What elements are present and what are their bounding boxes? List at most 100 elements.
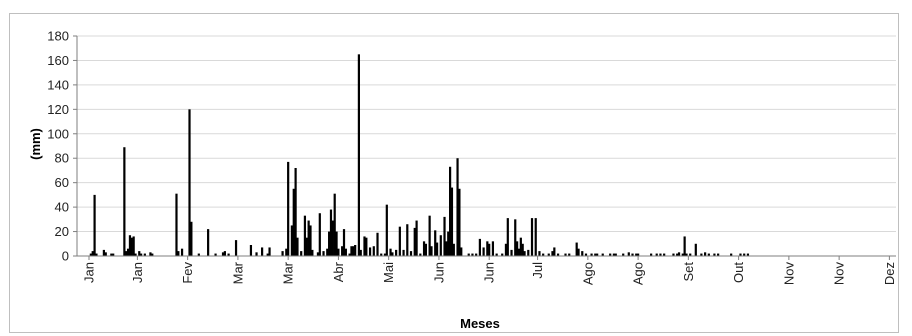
bar xyxy=(488,243,491,256)
x-tick-label: Abr xyxy=(331,261,346,282)
bar xyxy=(300,251,303,256)
bar xyxy=(305,237,308,256)
bar xyxy=(527,249,530,256)
bar xyxy=(590,253,593,256)
bar xyxy=(383,253,387,256)
bar xyxy=(285,248,288,256)
bar xyxy=(596,253,599,256)
bar xyxy=(743,253,746,256)
bar-layer xyxy=(89,54,750,257)
bar xyxy=(428,215,431,256)
bar xyxy=(372,246,375,256)
bar xyxy=(445,241,448,256)
chart-frame: 0 20 40 60 80 100 120 140 160 180 Jan Jan Fev Mar Mar A… xyxy=(9,13,899,333)
bar xyxy=(516,241,519,256)
bar xyxy=(506,218,509,256)
bar xyxy=(294,168,297,256)
bar xyxy=(255,252,258,256)
bar xyxy=(523,251,526,256)
bar xyxy=(519,237,522,256)
bar xyxy=(352,246,355,256)
bar xyxy=(584,253,588,256)
bar xyxy=(713,253,716,256)
bar xyxy=(413,227,416,256)
bar xyxy=(627,252,630,256)
bar xyxy=(391,252,394,256)
x-tick-label: Nov xyxy=(781,262,796,286)
bar xyxy=(637,253,640,256)
bar xyxy=(365,237,368,256)
bar xyxy=(542,253,545,256)
bar xyxy=(223,251,226,256)
x-axis-title: Meses xyxy=(460,316,500,331)
bar xyxy=(359,249,362,256)
bar xyxy=(581,251,584,256)
bar xyxy=(329,209,333,256)
bar xyxy=(478,238,481,256)
bar xyxy=(434,230,437,256)
bar xyxy=(368,247,372,256)
bar xyxy=(458,188,461,256)
bar xyxy=(357,54,360,257)
bar xyxy=(514,219,517,256)
x-tick-label: Jul xyxy=(530,262,545,279)
bar xyxy=(746,253,750,256)
bar xyxy=(132,236,135,256)
bar xyxy=(89,253,92,256)
bar xyxy=(91,251,94,256)
bar xyxy=(333,193,336,256)
bar xyxy=(659,253,662,256)
bar xyxy=(149,252,152,256)
bar xyxy=(123,147,126,256)
bar xyxy=(467,253,470,256)
y-tick-label: 100 xyxy=(47,126,69,141)
bar xyxy=(303,215,307,256)
x-tick-label: Nov xyxy=(832,262,847,286)
bar xyxy=(685,253,688,256)
bar xyxy=(140,253,143,256)
bar xyxy=(491,241,495,256)
bar xyxy=(530,218,534,256)
bar xyxy=(577,248,580,256)
bar xyxy=(575,242,578,256)
x-tick-label: Jun xyxy=(431,262,446,283)
bar xyxy=(326,248,329,256)
bar xyxy=(730,253,733,256)
bar xyxy=(190,221,193,256)
bar xyxy=(376,232,379,256)
bar xyxy=(622,253,625,256)
y-tick-label: 20 xyxy=(55,224,69,239)
bar xyxy=(151,253,154,256)
bar xyxy=(214,253,217,256)
bar xyxy=(234,240,238,256)
bar xyxy=(538,251,541,256)
bar xyxy=(180,248,184,256)
bar xyxy=(547,253,550,256)
bar xyxy=(635,253,638,256)
bar xyxy=(322,251,325,256)
bar xyxy=(249,245,253,256)
bar xyxy=(207,229,210,256)
bar xyxy=(102,249,105,256)
bar xyxy=(311,249,314,256)
bar xyxy=(672,253,675,256)
bar xyxy=(175,193,178,256)
bar xyxy=(309,225,312,256)
bar xyxy=(694,243,697,256)
bar xyxy=(316,252,320,256)
bar xyxy=(614,253,617,256)
bar xyxy=(350,246,353,256)
bar xyxy=(601,253,604,256)
bar xyxy=(460,247,463,256)
bar xyxy=(456,158,459,256)
bar xyxy=(564,253,567,256)
bar xyxy=(290,225,293,256)
x-tick-label: Fev xyxy=(180,262,195,284)
bar xyxy=(328,231,331,256)
bar xyxy=(439,235,442,256)
x-tick-label: Ago xyxy=(580,262,595,285)
x-tick-label: Jun xyxy=(482,262,497,283)
bar xyxy=(495,253,498,256)
bar xyxy=(450,187,454,256)
bar xyxy=(292,188,295,256)
